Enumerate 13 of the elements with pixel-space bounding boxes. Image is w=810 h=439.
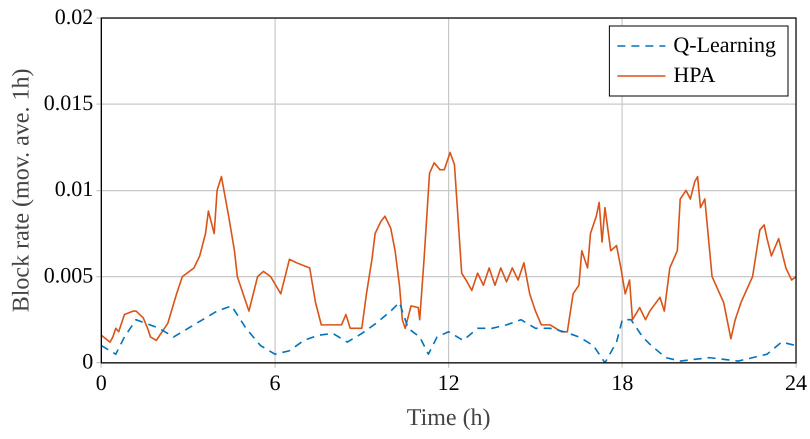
- y-tick-label: 0.005: [44, 262, 94, 288]
- x-tick-label: 18: [611, 370, 634, 395]
- legend-label: Q-Learning: [673, 32, 776, 57]
- legend-label: HPA: [673, 62, 716, 87]
- y-tick-label: 0.02: [54, 4, 94, 29]
- x-tick-label: 6: [269, 370, 280, 395]
- x-tick-label: 12: [438, 370, 460, 395]
- y-tick-label: 0: [82, 348, 94, 374]
- y-tick-label: 0.015: [44, 90, 94, 115]
- x-axis-title: Time (h): [406, 404, 491, 431]
- y-axis-title: Block rate (mov. ave. 1h): [8, 68, 35, 312]
- y-tick-label: 0.01: [54, 176, 94, 202]
- x-tick-label: 24: [785, 370, 807, 395]
